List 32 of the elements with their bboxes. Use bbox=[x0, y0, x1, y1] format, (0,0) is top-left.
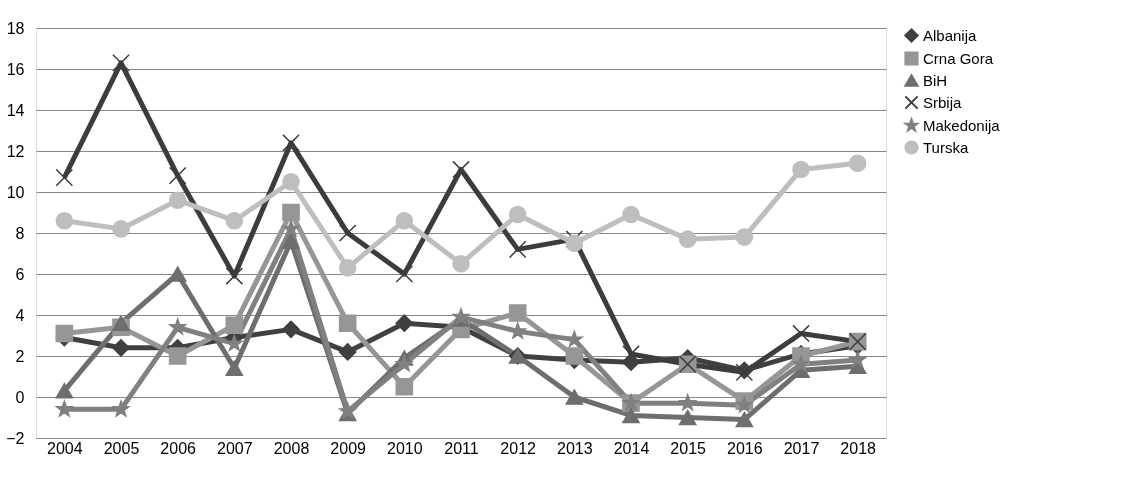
x-tick-label: 2008 bbox=[273, 439, 310, 457]
x-tick-label: 2011 bbox=[444, 439, 479, 457]
legend-label: Crna Gora bbox=[923, 49, 994, 67]
legend-label: Makedonija bbox=[923, 116, 1001, 134]
x-tick-label: 2016 bbox=[727, 439, 763, 457]
y-tick-label: 10 bbox=[6, 183, 25, 201]
legend-label: Turska bbox=[923, 138, 969, 156]
y-tick-label: 6 bbox=[15, 265, 25, 283]
x-tick-label: 2018 bbox=[840, 439, 877, 457]
legend-label: BiH bbox=[923, 71, 948, 89]
x-tick-label: 2012 bbox=[500, 439, 537, 457]
x-tick-label: 2014 bbox=[613, 439, 650, 457]
y-tick-label: 8 bbox=[15, 224, 25, 242]
x-tick-label: 2004 bbox=[47, 439, 83, 457]
y-tick-label: 4 bbox=[15, 306, 25, 324]
y-tick-label: 18 bbox=[6, 19, 25, 37]
y-tick-label: −2 bbox=[6, 429, 25, 447]
x-tick-label: 2010 bbox=[387, 439, 423, 457]
y-tick-label: 2 bbox=[15, 347, 25, 365]
y-tick-label: 12 bbox=[6, 142, 25, 160]
legend-label: Srbija bbox=[923, 93, 963, 111]
x-tick-label: 2009 bbox=[330, 439, 367, 457]
x-tick-label: 2015 bbox=[670, 439, 707, 457]
x-tick-label: 2017 bbox=[783, 439, 820, 457]
x-tick-label: 2006 bbox=[160, 439, 197, 457]
x-tick-label: 2007 bbox=[217, 439, 253, 457]
y-tick-label: 0 bbox=[15, 388, 25, 406]
legend-label: Albanija bbox=[923, 26, 978, 44]
x-tick-label: 2013 bbox=[557, 439, 593, 457]
y-tick-label: 16 bbox=[6, 60, 25, 78]
x-tick-label: 2005 bbox=[103, 439, 140, 457]
y-tick-label: 14 bbox=[6, 101, 25, 119]
